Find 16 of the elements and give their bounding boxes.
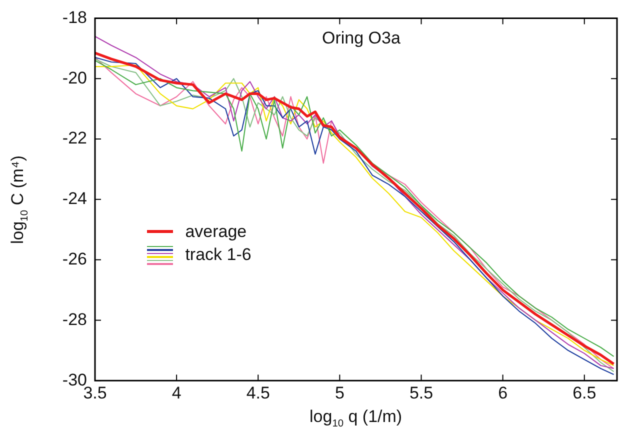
x-axis-title: log$_{10}$ q (1/m) — [310, 407, 402, 430]
x-tick-label: 6 — [498, 383, 508, 402]
x-tick-label: 5.5 — [409, 383, 434, 402]
legend-label: track 1-6 — [185, 245, 252, 266]
y-tick-label: -18 — [62, 8, 87, 27]
y-tick-label: -20 — [62, 68, 87, 88]
legend-label: average — [185, 222, 247, 242]
y-tick-label: -22 — [62, 128, 87, 148]
text: Oring O3a — [322, 28, 401, 48]
y-tick-label: -28 — [62, 310, 87, 329]
x-tick-label: 6.5 — [572, 383, 596, 402]
x-tick-label: 4 — [172, 383, 182, 402]
y-tick-label: -24 — [62, 189, 87, 208]
y-tick-label: -26 — [62, 249, 87, 268]
x-tick-label: 5 — [334, 383, 344, 402]
x-tick-label: 4.5 — [246, 383, 270, 402]
